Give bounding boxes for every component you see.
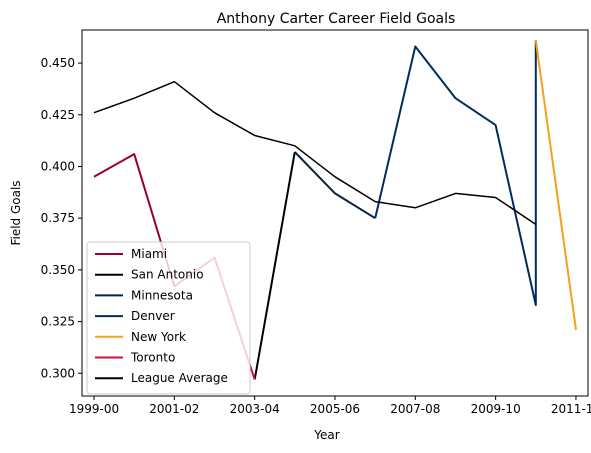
x-tick-label: 2001-02	[149, 402, 199, 416]
y-tick-label: 0.350	[41, 263, 75, 277]
series-line-new-york	[534, 40, 577, 330]
legend-label-san-antonio: San Antonio	[131, 268, 204, 282]
y-axis-label: Field Goals	[9, 180, 23, 245]
series-line-san-antonio	[253, 151, 296, 380]
legend-box	[86, 241, 251, 395]
legend: Miami San Antonio Minnesota Denver New York T…	[86, 241, 251, 395]
y-tick-label: 0.450	[41, 56, 75, 70]
x-axis: 1999-00 2001-02 2003-04 2005-06 2007-08 2009-…	[69, 396, 591, 416]
y-tick-label: 0.300	[41, 366, 75, 380]
y-tick-label: 0.375	[41, 211, 75, 225]
legend-label-miami: Miami	[131, 247, 167, 261]
series-line-denver	[374, 40, 537, 306]
x-tick-label: 1999-00	[69, 402, 119, 416]
series-line-league-average	[93, 80, 537, 226]
y-tick-label: 0.400	[41, 159, 75, 173]
y-tick-label: 0.425	[41, 108, 75, 122]
chart-title: Anthony Carter Career Field Goals	[217, 11, 456, 27]
x-tick-label: 2011-12	[551, 402, 591, 416]
legend-label-new-york: New York	[131, 330, 186, 344]
series-line-minnesota	[294, 151, 376, 220]
x-axis-label: Year	[313, 428, 339, 442]
x-tick-label: 2007-08	[390, 402, 440, 416]
x-tick-label: 2003-04	[230, 402, 280, 416]
legend-label-denver: Denver	[131, 309, 175, 323]
x-tick-label: 2009-10	[471, 402, 521, 416]
x-tick-label: 2005-06	[310, 402, 360, 416]
legend-label-minnesota: Minnesota	[131, 288, 193, 302]
legend-label-toronto: Toronto	[130, 351, 175, 365]
y-axis: 0.300 0.325 0.350 0.375 0.400 0.425 0.450	[41, 56, 82, 380]
legend-label-league-average: League Average	[131, 371, 228, 385]
y-tick-label: 0.325	[41, 315, 75, 329]
